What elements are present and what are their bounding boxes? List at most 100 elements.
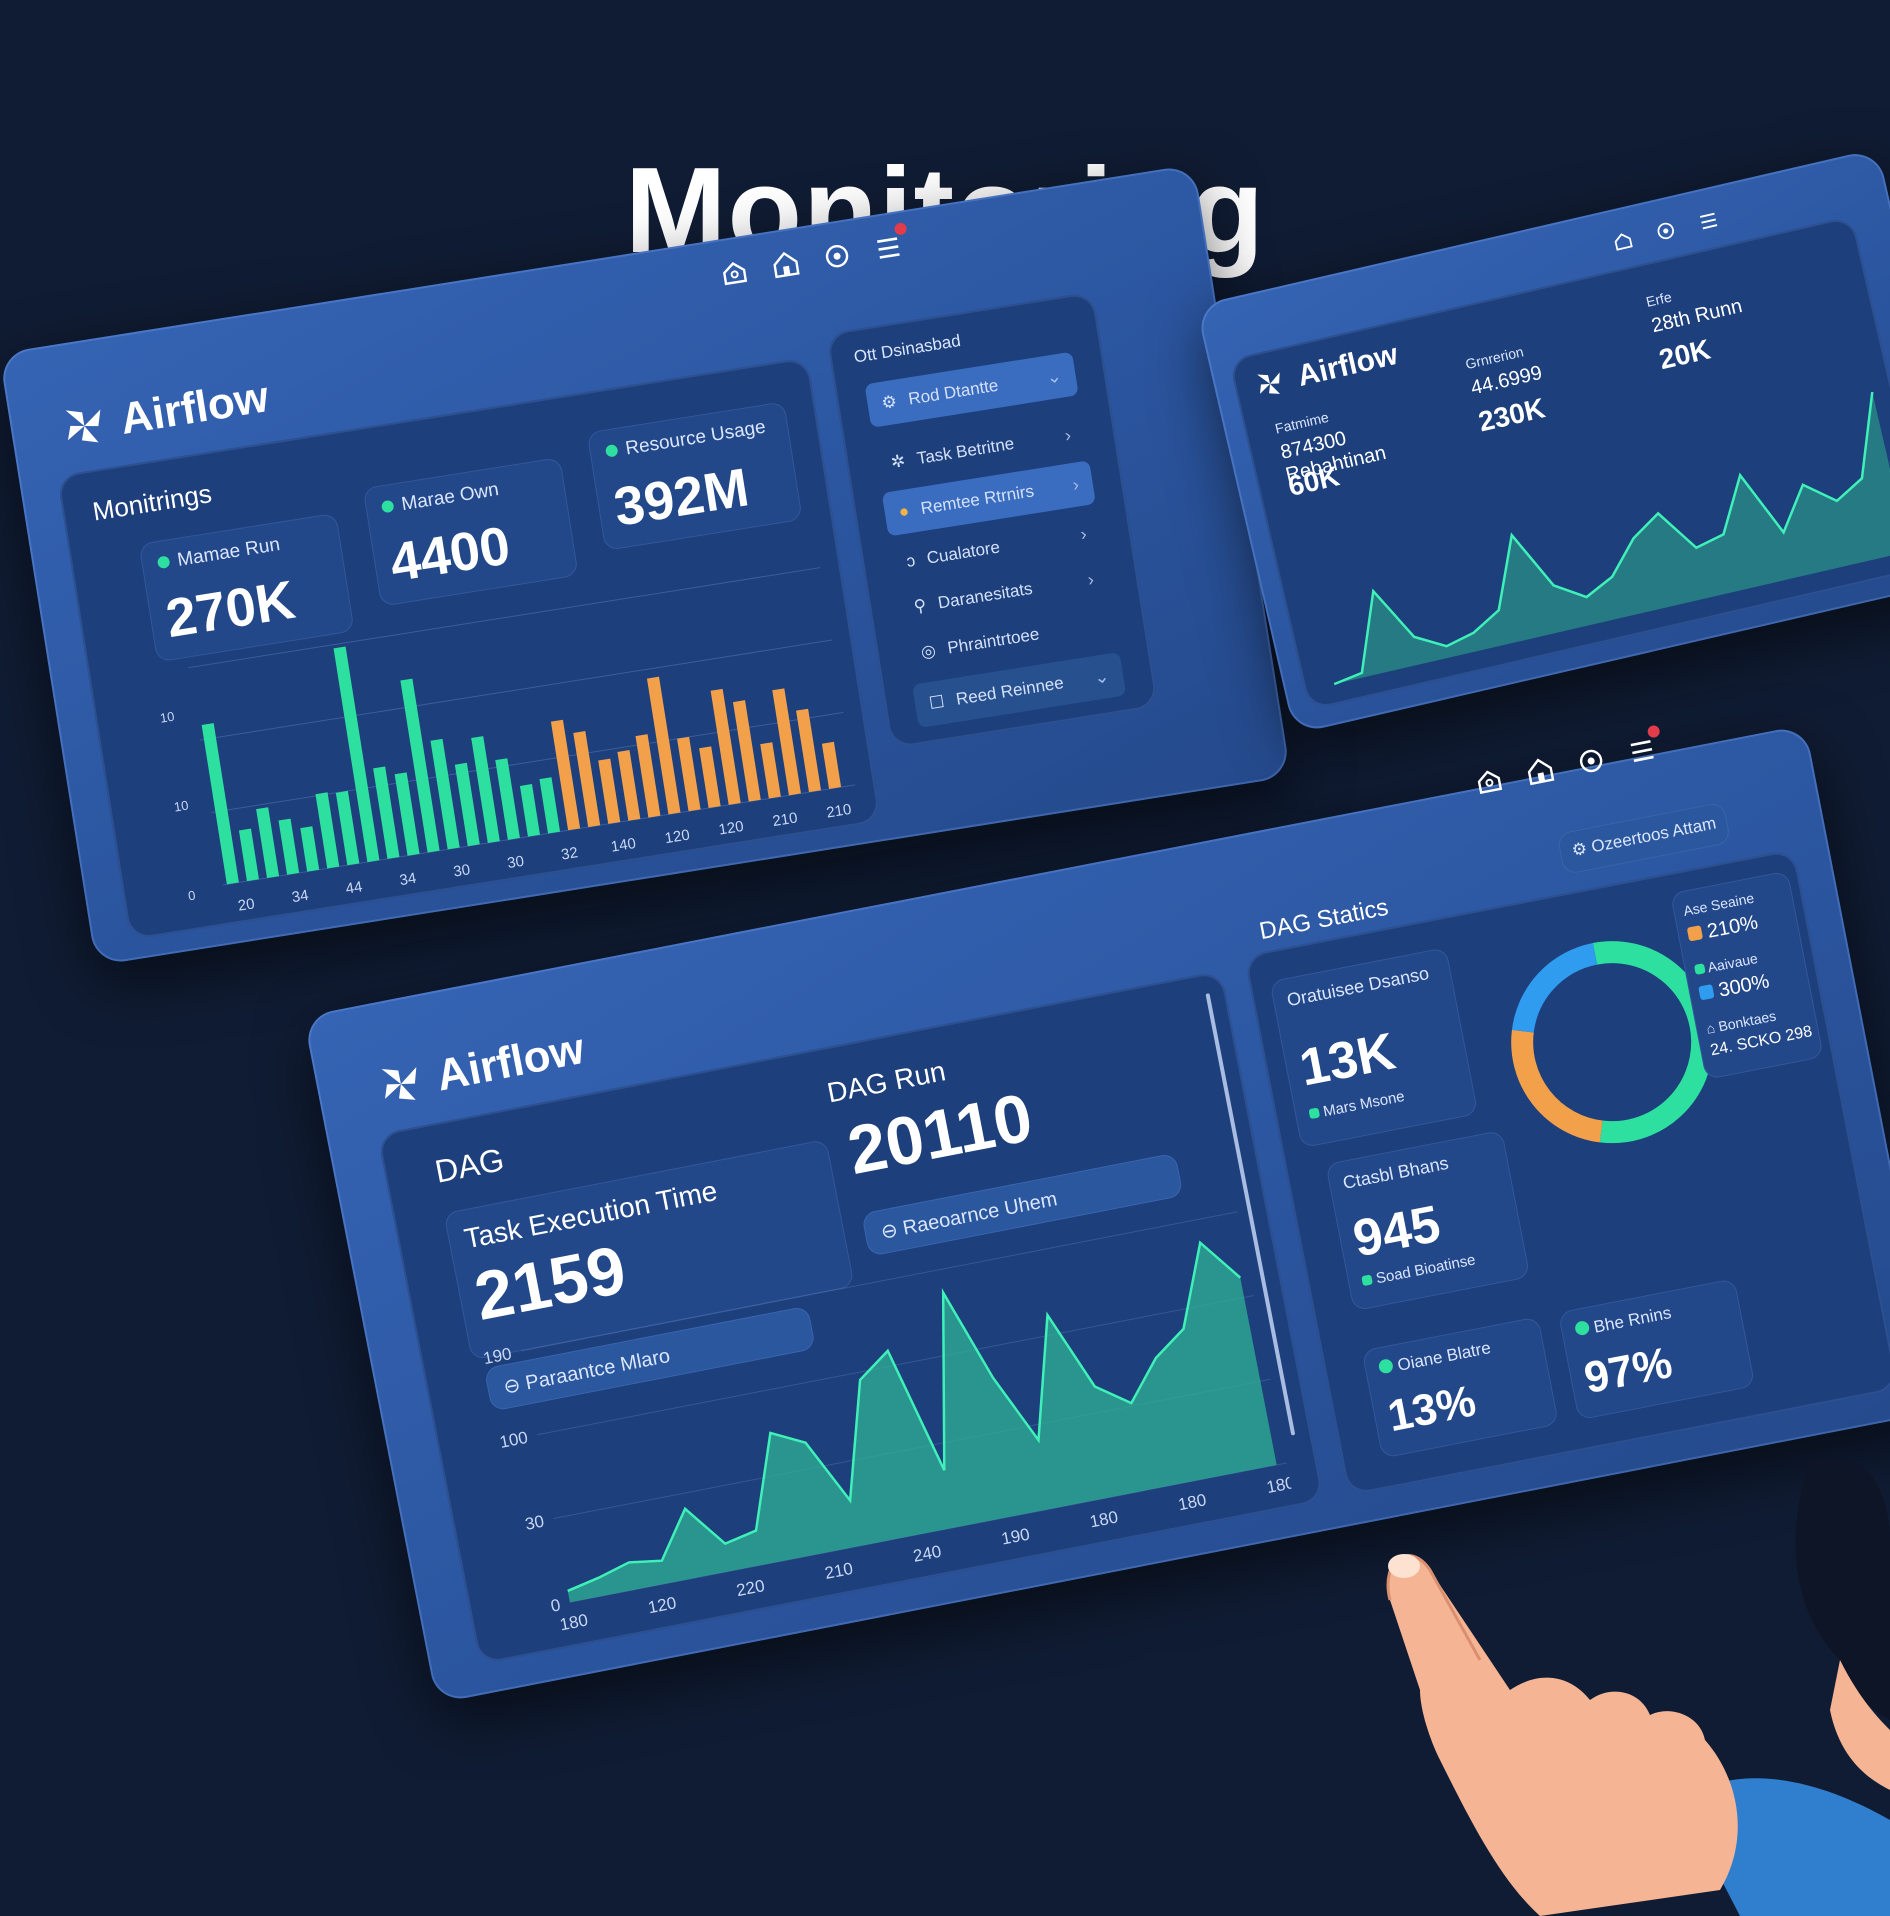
stat-card-marae-own[interactable]: Marae Own 4400 [362,456,579,607]
share-icon[interactable] [1471,763,1506,798]
donut-slice [1511,942,1598,1033]
stat-label: Oiane Blatre [1395,1338,1493,1375]
y-tick-label: 100 [498,1428,529,1452]
x-tick-label: 30 [452,861,471,880]
status-card[interactable]: Bhe Rnins 97% [1557,1278,1756,1421]
y-tick-label: 10 [173,797,190,814]
bar [430,738,460,850]
bar [471,736,500,844]
bar [796,708,822,793]
dashboard-panel-dag: Airflow DAG Task Execution Time 2159 ⊖ P… [303,724,1890,1704]
stat-card[interactable]: Erfe 28th Runn 20K [1644,256,1832,392]
share-icon[interactable] [717,255,751,289]
bar [519,784,541,837]
x-tick-label: 120 [717,818,744,839]
settings-icon[interactable] [1574,743,1609,778]
circle-icon: ⊖ [879,1219,900,1244]
gridline [188,567,821,669]
bar [710,688,741,805]
stat-value: 270K [161,569,299,650]
y-tick-label: 0 [187,888,196,904]
link-icon: ↄ [905,550,917,571]
series-line [567,1240,1242,1593]
x-tick-label: 210 [823,1559,854,1583]
area-chart-small [1333,391,1890,686]
button-label: Ozeertoos Attam [1589,813,1718,857]
gridline [520,1211,1238,1352]
stat-value: 97% [1580,1338,1677,1404]
stat-value: 13K [1295,1022,1400,1098]
legend-value: 300% [1716,970,1772,1002]
legend-swatch [1698,984,1715,1001]
bar [617,750,641,821]
status-dot [1573,1319,1591,1337]
home-icon[interactable] [769,247,803,281]
gear-icon: ⚙ [1570,838,1589,861]
legend-swatch [1686,925,1704,942]
x-tick-label: 140 [610,835,637,856]
stat-label: Ctasbl Bhans [1341,1152,1451,1193]
settings-icon[interactable] [820,239,854,273]
bar [573,731,601,828]
legend-swatch [1693,963,1706,975]
area-fill [1334,392,1890,685]
x-tick-label: 180 [558,1610,589,1634]
bar [300,826,320,872]
dashboard-panel-airflow-summary: Airflow Fatmime 874300 Rebahtinan 60K Gr… [1195,148,1890,735]
gridline [199,639,833,741]
sidebar-item-label: Daranesitats [936,578,1034,613]
checkbox-icon: ☐ [927,691,946,714]
bar [335,790,360,866]
menu-icon[interactable] [871,222,908,265]
status-card[interactable]: Ctasbl Bhans 945 Soad Bioatinse [1325,1129,1531,1312]
bar [539,777,561,834]
section-title: DAG [431,1141,507,1190]
stat-value: 4400 [385,515,515,594]
stat-label: Bhe Rnins [1592,1303,1673,1337]
bar [238,828,259,882]
x-tick-label: 34 [291,887,310,906]
status-card[interactable]: Oratuisee Dsanso 13K Mars Msone [1269,947,1479,1149]
x-tick-label: 20 [237,895,256,914]
menu-icon[interactable] [1695,208,1721,234]
sidebar-item-label: Remtee Rtrnirs [919,481,1036,519]
chevron-right-icon: › [1086,568,1096,590]
chevron-down-icon: ⌄ [1044,365,1063,388]
stat-card-resource-usage[interactable]: Resource Usage 392M [586,401,803,552]
bar [772,688,801,796]
stat-icon [380,499,395,514]
sidebar-item-label: Phraintrtoee [946,624,1041,658]
brand-name: Airflow [116,372,272,444]
pin-icon: ⚲ [912,595,928,617]
airflow-logo-icon [1257,372,1281,394]
settings-icon[interactable] [1653,218,1679,244]
brand[interactable]: Airflow [374,1024,589,1113]
donut-slice [1511,1029,1603,1143]
bar [394,772,420,856]
status-dot [1361,1274,1373,1287]
top-toolbar [1471,724,1661,798]
menu-icon[interactable] [1625,724,1661,768]
stat-label: Mamae Run [175,534,282,571]
bar-chart: 10 10 0 20 34 44 34 30 30 32 140 120 120 210 210 [159,567,856,915]
monitoring-section: Monitrings Mamae Run 270K Marae Own 4400… [56,357,881,941]
bar [201,723,239,885]
chevron-right-icon: › [1078,523,1089,544]
action-button[interactable]: ⚙ Ozeertoos Attam [1556,801,1732,876]
x-tick-label: 44 [344,878,363,897]
section-title: Monitrings [90,478,214,527]
x-tick-label: 210 [771,809,798,830]
share-icon[interactable] [1610,228,1636,254]
bar [373,766,400,859]
stat-value: 945 [1348,1194,1445,1269]
brand-name: Airflow [432,1023,589,1101]
bar [315,792,340,869]
brand[interactable]: Airflow [1252,338,1402,404]
area-fill [567,1242,1277,1603]
stat-icon [156,555,171,570]
home-icon[interactable] [1523,753,1558,788]
gear-icon: ⚙ [880,391,899,413]
brand[interactable]: Airflow [58,372,272,454]
status-card[interactable]: Oiane Blatre 13% [1361,1316,1560,1459]
